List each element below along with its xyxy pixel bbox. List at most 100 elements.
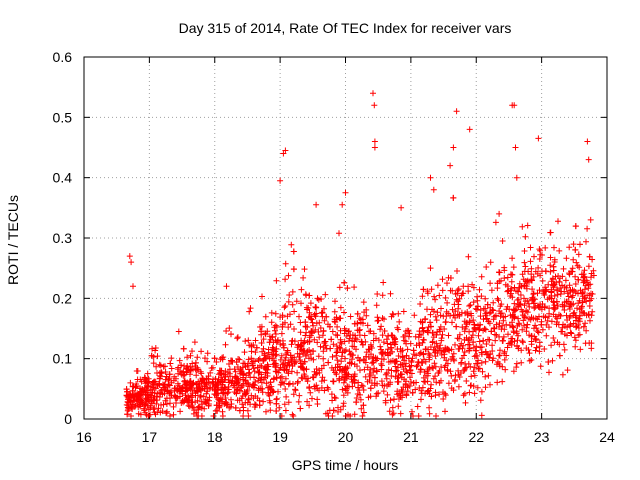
- data-point: [192, 392, 199, 399]
- data-point: [527, 244, 534, 251]
- data-point: [433, 379, 440, 386]
- data-point: [354, 363, 360, 370]
- data-point: [352, 332, 359, 339]
- data-point: [351, 411, 358, 418]
- data-point: [575, 251, 582, 258]
- data-point: [374, 318, 381, 324]
- data-point: [548, 342, 555, 349]
- data-point: [306, 355, 312, 362]
- data-point: [315, 353, 322, 360]
- data-point: [384, 391, 391, 398]
- data-point: [430, 329, 436, 336]
- data-point: [205, 402, 212, 409]
- data-point: [277, 356, 284, 363]
- data-point: [565, 293, 572, 300]
- data-point: [245, 366, 252, 373]
- data-point: [378, 360, 385, 367]
- data-point: [384, 383, 390, 389]
- data-point: [535, 329, 542, 336]
- data-point: [167, 400, 173, 407]
- data-point: [325, 386, 332, 393]
- data-point: [434, 282, 441, 289]
- data-point: [436, 391, 443, 398]
- data-point: [219, 408, 226, 415]
- data-point: [426, 352, 433, 359]
- data-point: [320, 355, 327, 362]
- data-point: [576, 264, 583, 271]
- data-point: [583, 238, 589, 245]
- data-point: [212, 375, 219, 382]
- data-point: [433, 413, 439, 419]
- data-point: [498, 310, 505, 317]
- data-point: [467, 302, 474, 308]
- data-point: [341, 374, 348, 381]
- data-point: [210, 380, 217, 387]
- data-point: [245, 413, 252, 419]
- data-point: [319, 309, 326, 316]
- data-point: [303, 304, 310, 311]
- data-point: [497, 347, 503, 354]
- data-point: [389, 310, 396, 317]
- data-point: [363, 312, 370, 319]
- data-point: [422, 346, 429, 353]
- data-point: [282, 276, 289, 283]
- data-point: [315, 296, 322, 303]
- data-point: [270, 346, 277, 353]
- data-point: [424, 388, 431, 395]
- data-point: [321, 305, 327, 312]
- x-tick-label: 19: [272, 429, 288, 445]
- data-point: [322, 410, 329, 417]
- data-point: [317, 325, 324, 331]
- data-point: [444, 299, 451, 306]
- data-point: [303, 366, 310, 373]
- data-point: [430, 375, 437, 382]
- data-point: [254, 395, 261, 402]
- data-point: [189, 360, 196, 367]
- data-point: [357, 396, 364, 403]
- data-point: [578, 305, 585, 311]
- data-point: [536, 287, 543, 294]
- data-point: [395, 372, 402, 379]
- data-point: [326, 323, 333, 330]
- data-point: [460, 290, 467, 297]
- y-tick-label: 0.2: [53, 290, 73, 306]
- data-point: [241, 349, 248, 356]
- data-point: [524, 309, 531, 316]
- data-point: [236, 397, 243, 404]
- data-point: [453, 296, 460, 303]
- data-point: [370, 337, 377, 344]
- data-point: [406, 363, 413, 370]
- data-point: [277, 341, 284, 348]
- data-point: [501, 326, 508, 333]
- data-point: [222, 390, 228, 397]
- data-point: [478, 412, 485, 419]
- data-point: [551, 244, 557, 251]
- data-point: [567, 313, 574, 320]
- data-point: [314, 396, 321, 403]
- data-point: [394, 378, 401, 385]
- data-point: [211, 355, 218, 362]
- data-point: [483, 309, 490, 316]
- data-point: [342, 355, 348, 362]
- data-point: [213, 402, 220, 409]
- data-point: [513, 364, 520, 371]
- data-point: [306, 338, 313, 345]
- data-point: [297, 363, 304, 370]
- data-point: [475, 332, 482, 339]
- data-point: [310, 322, 317, 329]
- data-point: [477, 307, 484, 314]
- data-point: [150, 397, 157, 404]
- data-point: [367, 385, 374, 392]
- data-point: [167, 360, 174, 367]
- data-point: [437, 328, 443, 335]
- data-point: [572, 246, 579, 253]
- data-point: [337, 339, 344, 346]
- data-point: [262, 365, 269, 372]
- data-point: [337, 304, 344, 311]
- data-point: [469, 281, 476, 288]
- data-point: [419, 319, 426, 325]
- data-point: [131, 397, 138, 404]
- data-point: [187, 352, 194, 359]
- data-point: [542, 288, 549, 295]
- data-point: [335, 408, 341, 415]
